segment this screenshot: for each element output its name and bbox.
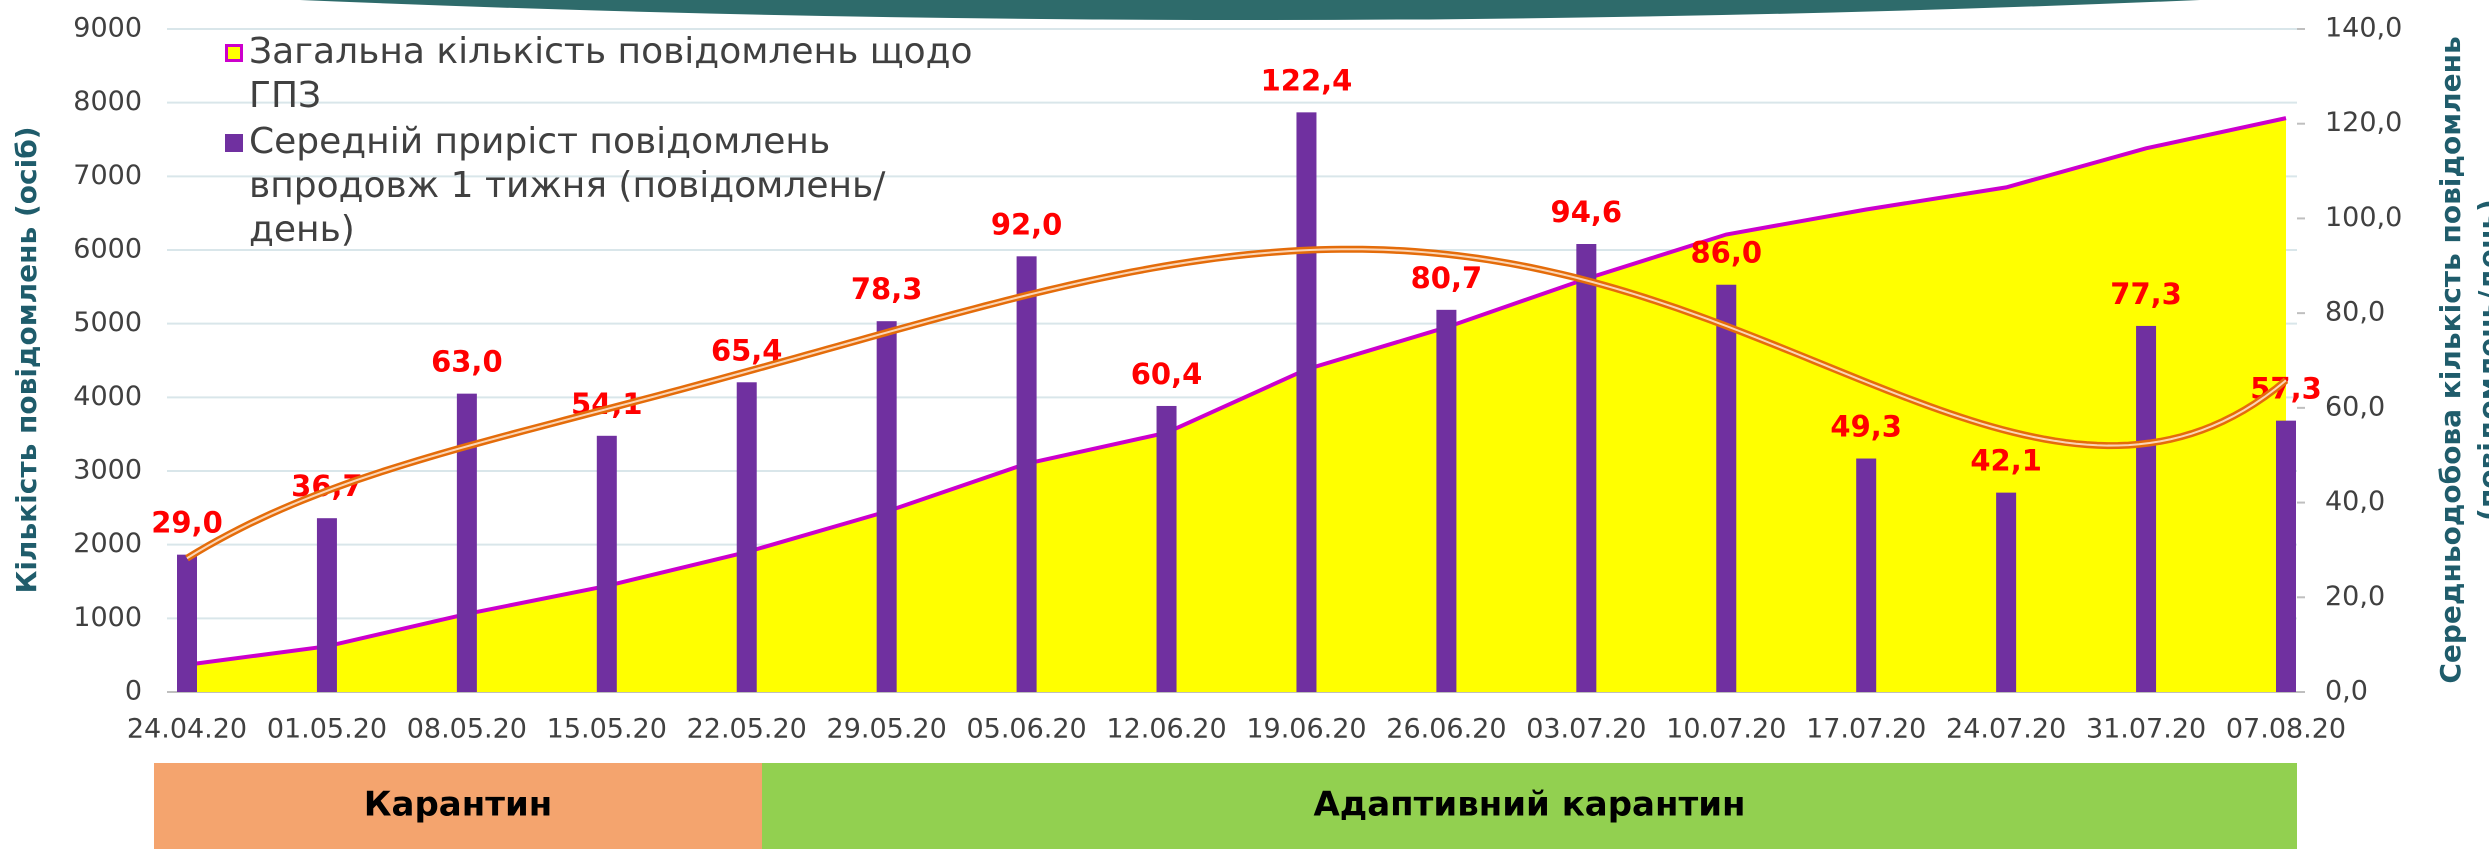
x-tick-label: 26.06.20	[1386, 714, 1506, 745]
y-tick-label: 4000	[73, 381, 142, 412]
x-tick-label: 29.05.20	[827, 714, 947, 745]
value-label: 60,4	[1131, 357, 1203, 391]
y2-tick-label: 40,0	[2325, 486, 2385, 517]
bar	[1296, 112, 1317, 692]
x-tick-label: 17.07.20	[1806, 714, 1926, 745]
bar	[177, 554, 197, 692]
y-tick-label: 0	[125, 676, 142, 707]
y-tick-label: 8000	[73, 86, 142, 117]
legend-label: Середній приріст повідомлень впродовж 1 …	[249, 121, 886, 250]
x-tick-label: 05.06.20	[966, 714, 1086, 745]
y2-tick-label: 0,0	[2325, 676, 2368, 707]
bar	[1996, 492, 2017, 692]
y2-tick-label: 80,0	[2325, 297, 2385, 328]
legend: Загальна кількість повідомлень щодо ГПЗ С…	[225, 30, 985, 254]
x-tick-label: 24.04.20	[127, 714, 247, 745]
bar	[2276, 420, 2296, 692]
y-tick-label: 3000	[73, 455, 142, 486]
y-tick-label: 9000	[73, 13, 142, 44]
bar	[456, 393, 477, 692]
value-label: 49,3	[1830, 410, 1902, 444]
bar	[1436, 309, 1457, 692]
value-label: 86,0	[1690, 236, 1762, 270]
x-tick-label: 31.07.20	[2086, 714, 2206, 745]
x-tick-label: 03.07.20	[1526, 714, 1646, 745]
x-tick-label: 01.05.20	[267, 714, 387, 745]
y2-tick-label: 100,0	[2325, 202, 2402, 233]
bar	[736, 382, 757, 692]
y2-tick-label: 20,0	[2325, 581, 2385, 612]
y-tick-label: 7000	[73, 160, 142, 191]
bar	[596, 435, 617, 692]
x-tick-label: 12.06.20	[1106, 714, 1226, 745]
bar	[1156, 405, 1177, 692]
bar	[1716, 284, 1737, 692]
legend-label: Загальна кількість повідомлень щодо ГПЗ	[249, 31, 973, 116]
legend-entry: Загальна кількість повідомлень щодо ГПЗ	[225, 30, 985, 118]
y-tick-label: 2000	[73, 528, 142, 559]
y2-tick-label: 60,0	[2325, 391, 2385, 422]
value-label: 29,0	[151, 506, 223, 540]
legend-swatch	[225, 134, 243, 152]
legend-entry: Середній приріст повідомлень впродовж 1 …	[225, 120, 985, 252]
x-tick-label: 22.05.20	[687, 714, 807, 745]
bar	[1856, 458, 1877, 692]
bar	[1576, 244, 1597, 692]
area	[187, 118, 2286, 693]
value-label: 92,0	[991, 207, 1063, 241]
bar	[1016, 256, 1037, 692]
period-band	[154, 763, 762, 849]
y2-axis-label: Середньодобова кількість повідомлень (пов…	[2434, 36, 2489, 683]
value-label: 78,3	[851, 272, 923, 306]
value-label: 42,1	[1970, 444, 2042, 478]
y2-tick-label: 140,0	[2325, 13, 2402, 44]
x-tick-label: 15.05.20	[547, 714, 667, 745]
x-tick-label: 24.07.20	[1946, 714, 2066, 745]
y-tick-label: 1000	[73, 602, 142, 633]
x-tick-label: 08.05.20	[407, 714, 527, 745]
x-tick-label: 07.08.20	[2226, 714, 2346, 745]
y2-tick-label: 120,0	[2325, 107, 2402, 138]
period-band	[762, 763, 2297, 849]
period-label: Карантин	[364, 785, 553, 825]
y2-label-line: (повідомлень/день)	[2472, 199, 2489, 521]
y-tick-label: 6000	[73, 234, 142, 265]
trendline-inner	[186, 248, 2287, 560]
legend-swatch	[225, 44, 243, 62]
x-tick-label: 19.06.20	[1246, 714, 1366, 745]
x-tick-label: 10.07.20	[1666, 714, 1786, 745]
header-shape	[300, 0, 2200, 20]
area-line	[186, 116, 2287, 667]
bar	[876, 321, 897, 692]
y-tick-label: 5000	[73, 307, 142, 338]
bar	[316, 518, 337, 692]
value-label: 80,7	[1411, 261, 1483, 295]
value-label: 94,6	[1551, 195, 1623, 229]
bar	[2136, 325, 2157, 692]
y-axis-label: Кількість повідомлень (осіб)	[10, 126, 43, 593]
value-label: 122,4	[1261, 63, 1353, 97]
period-label: Адаптивний карантин	[1313, 785, 1745, 825]
y2-label-line: Середньодобова кількість повідомлень	[2434, 36, 2467, 683]
value-label: 77,3	[2110, 277, 2182, 311]
value-label: 63,0	[431, 345, 503, 379]
